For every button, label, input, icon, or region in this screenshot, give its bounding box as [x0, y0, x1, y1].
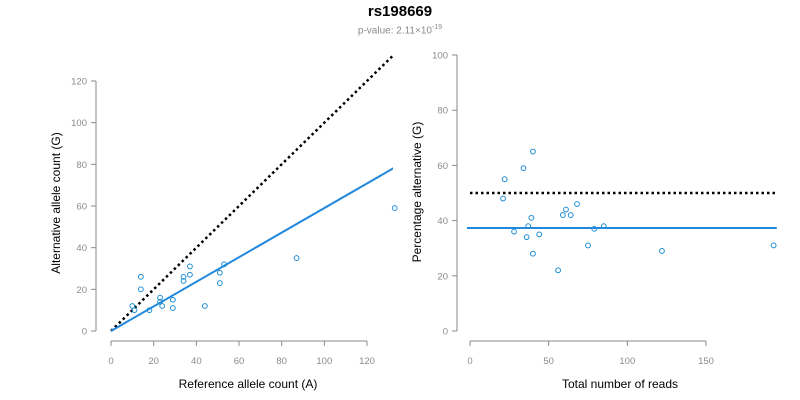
right-x-axis: 0 50 100 150: [467, 340, 714, 367]
left-data-point: [169, 296, 176, 303]
p-value-text: p-value: 2.11×10: [357, 25, 432, 37]
right-data-point: [523, 234, 530, 241]
left-y-tick-label: 80: [76, 160, 87, 171]
left-y-tick-label: 0: [82, 327, 87, 338]
right-x-axis-label: Total number of reads: [562, 377, 678, 391]
p-value-exponent: -19: [431, 24, 443, 31]
right-plot: 0 50 100 150 0 20 40 60 80 100 Total number of r…: [410, 51, 777, 391]
right-data-point: [567, 212, 574, 218]
right-y-tick-label: 0: [443, 327, 448, 338]
left-y-tick-label: 20: [76, 285, 87, 296]
left-x-tick-label: 80: [276, 356, 287, 367]
right-y-tick-label: 20: [437, 271, 448, 282]
right-data-point: [525, 223, 532, 230]
right-y-axis-label: Percentage alternative (G): [410, 122, 424, 263]
left-data-point: [180, 278, 187, 284]
left-data-point: [146, 307, 153, 314]
right-data-point: [511, 228, 517, 235]
right-data-point: [520, 165, 527, 172]
left-x-axis: 0 20 40 60 80 100 120: [108, 340, 375, 367]
right-data-point: [536, 231, 543, 238]
right-data-point: [591, 225, 598, 232]
left-data-point: [157, 294, 163, 301]
left-y-tick-label: 120: [71, 77, 87, 88]
left-x-tick-label: 120: [359, 356, 375, 367]
left-y-axis: 0 20 40 60 80 100 120: [71, 77, 97, 338]
right-x-tick-label: 100: [619, 356, 635, 367]
right-points: [500, 148, 777, 274]
right-data-point: [501, 176, 508, 183]
left-data-point: [221, 261, 227, 268]
chart-subtitle: p-value: 2.11×10-19: [0, 24, 800, 36]
right-data-point: [770, 242, 777, 249]
left-data-point: [201, 303, 208, 309]
left-data-point: [131, 307, 138, 314]
chart-title: rs198669: [367, 3, 433, 20]
right-x-tick-label: 0: [467, 356, 472, 367]
left-data-point: [391, 205, 398, 211]
left-lines: [110, 53, 393, 332]
left-points: [129, 205, 398, 314]
left-data-point: [187, 263, 193, 270]
left-y-tick-label: 60: [76, 202, 87, 213]
right-data-point: [530, 250, 536, 257]
right-x-tick-label: 50: [543, 356, 554, 367]
left-data-point: [159, 303, 166, 309]
left-x-tick-label: 60: [234, 356, 245, 367]
right-data-point: [585, 242, 591, 249]
left-y-tick-label: 100: [71, 118, 87, 129]
left-plot: 0 20 40 60 80 100 120 0 20 40 60 80 100 120 Referenc…: [49, 53, 398, 391]
left-data-point: [137, 273, 144, 280]
right-data-point: [500, 195, 506, 202]
right-data-point: [559, 212, 566, 218]
right-x-tick-label: 150: [698, 356, 714, 367]
right-data-point: [530, 148, 536, 155]
right-data-point: [528, 214, 535, 221]
right-data-point: [574, 201, 580, 207]
left-y-tick-label: 40: [76, 243, 87, 254]
left-x-tick-label: 20: [148, 356, 159, 367]
right-data-point: [563, 206, 569, 213]
left-x-tick-label: 0: [108, 356, 113, 367]
right-y-axis: 0 20 40 60 80 100: [432, 51, 458, 338]
left-x-tick-label: 100: [316, 356, 332, 367]
left-x-tick-label: 40: [191, 356, 202, 367]
left-data-point: [137, 286, 144, 293]
right-y-tick-label: 40: [437, 216, 448, 227]
left-x-axis-label: Reference allele count (A): [179, 377, 318, 391]
left-data-point: [180, 273, 187, 280]
right-lines: [467, 191, 777, 230]
right-data-point: [555, 267, 562, 274]
right-data-point: [659, 248, 665, 254]
left-data-point: [169, 305, 176, 311]
right-y-tick-label: 60: [437, 161, 448, 172]
left-data-point: [216, 269, 223, 276]
left-data-point: [216, 280, 223, 286]
left-data-point: [187, 271, 193, 278]
right-data-point: [600, 223, 607, 230]
left-reference-line: [110, 53, 393, 332]
right-y-tick-label: 100: [432, 51, 448, 62]
left-data-point: [293, 255, 300, 261]
right-y-tick-label: 80: [437, 106, 448, 117]
left-y-axis-label: Alternative allele count (G): [49, 132, 63, 273]
